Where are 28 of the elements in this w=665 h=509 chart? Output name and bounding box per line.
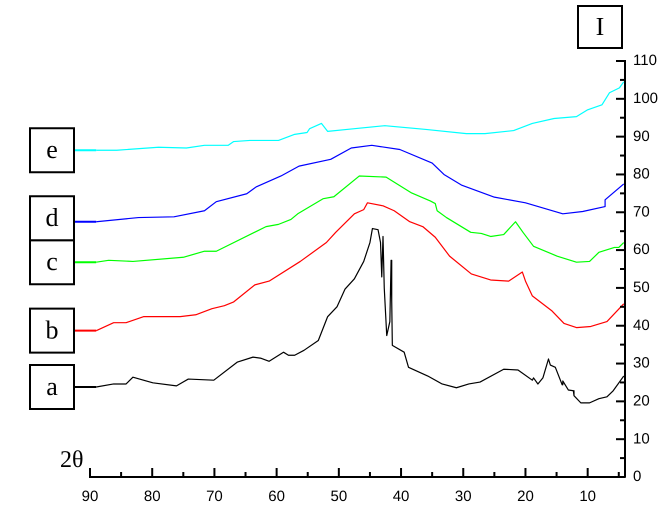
- y-tick-label: 50: [633, 279, 650, 296]
- x-tick-label: 90: [82, 488, 98, 506]
- x-tick-label: 50: [330, 488, 348, 506]
- x-axis-title: 2θ: [60, 447, 84, 473]
- y-tick-label: 90: [633, 128, 650, 145]
- x-tick-label: 70: [206, 488, 223, 506]
- x-tick-label: 80: [144, 488, 161, 506]
- legend-label: a: [46, 372, 58, 401]
- y-tick-label: 100: [633, 90, 658, 107]
- x-tick-label: 30: [454, 488, 472, 506]
- x-tick-label: 60: [268, 488, 285, 506]
- y-tick-label: 0: [633, 468, 642, 486]
- y-tick-label: 20: [633, 392, 650, 410]
- y-tick-label: 80: [633, 166, 650, 183]
- y-tick-label: 110: [633, 52, 657, 70]
- y-tick-label: 30: [633, 354, 650, 372]
- legend-label: c: [46, 247, 58, 276]
- y-tick-label: 70: [633, 203, 650, 220]
- x-tick-label: 40: [392, 488, 410, 506]
- legend-label: e: [46, 135, 58, 164]
- y-tick-label: 60: [633, 241, 650, 258]
- y-tick-label: 40: [633, 316, 650, 334]
- y-tick-label: 10: [633, 430, 650, 448]
- legend-label: d: [46, 203, 58, 232]
- y-axis-title: I: [596, 12, 604, 41]
- legend-label: b: [46, 315, 58, 344]
- x-tick-label: 20: [517, 488, 534, 506]
- x-tick-label: 10: [579, 488, 596, 506]
